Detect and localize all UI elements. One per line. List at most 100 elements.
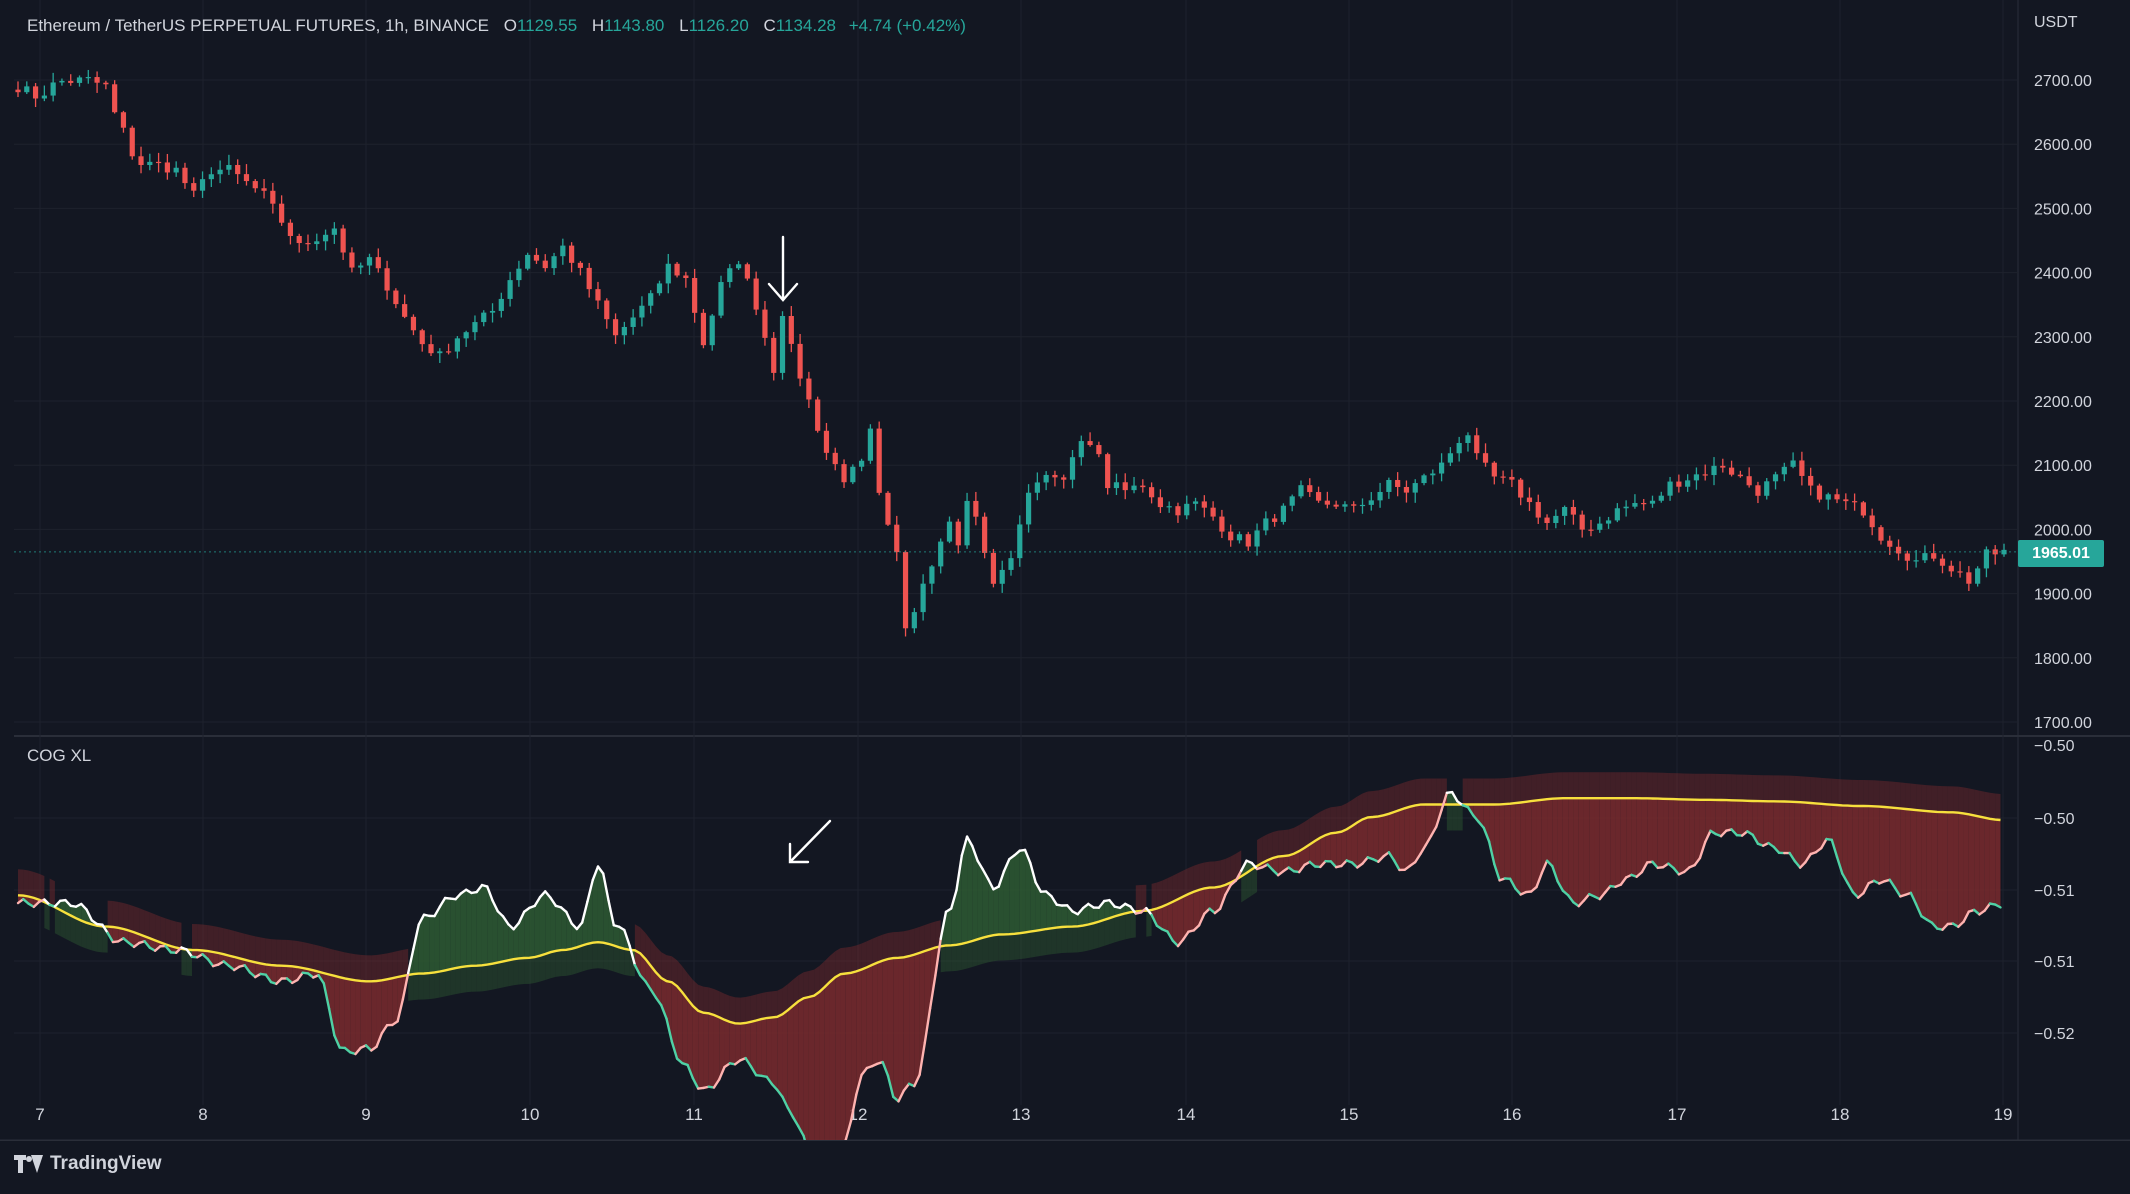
bull-band-segment [603,943,608,970]
candle-body [200,179,205,191]
bear-fill-segment [893,958,898,1102]
bull-fill-segment [477,885,482,966]
bear-band-segment [108,901,113,927]
bear-fill-segment [1347,826,1352,863]
currency-label[interactable]: USDT [2034,14,2078,32]
candle-body [1501,477,1506,478]
candle-body [1228,532,1233,541]
bear-band-segment [329,948,334,975]
candle-body [156,162,161,163]
open-value: 1129.55 [517,16,577,35]
candle-body [1395,480,1400,487]
bull-band-segment [614,946,619,974]
indicator-name[interactable]: COG XL [27,746,91,766]
candle-body [921,584,926,612]
bear-fill-segment [872,963,877,1067]
bull-band-segment [482,965,487,992]
candle-body [947,522,952,542]
bear-band-segment [1663,773,1668,799]
candle-body [1826,494,1831,499]
bear-fill-segment [1589,798,1594,896]
bear-band-segment [1790,776,1795,802]
bear-band-segment [1563,772,1568,798]
bear-band-segment [1289,828,1294,856]
bear-band-segment [39,874,44,902]
time-tick-label: 13 [1012,1105,1031,1124]
candle-body [1536,502,1541,518]
candle-body [1316,492,1321,501]
bear-band-segment [160,916,165,944]
candle-body [94,77,99,83]
candle-body [1167,506,1172,507]
bear-fill-segment [1605,798,1610,892]
bear-band-segment [1948,786,1953,812]
bear-fill-segment [1621,798,1626,884]
bear-fill-segment [698,1011,703,1089]
bear-fill-segment [1642,798,1647,872]
bull-band-segment [1125,912,1130,939]
bear-band-segment [1494,778,1499,804]
bear-band-segment [1890,781,1895,807]
bear-band-segment [920,925,925,953]
bear-band-segment [297,941,302,968]
bear-band-segment [1874,780,1879,806]
bear-band-segment [1547,773,1552,799]
bull-band-segment [1067,927,1072,953]
bear-fill-segment [1795,802,1800,868]
bear-band-segment [155,914,160,942]
bull-band-segment [967,941,972,969]
bear-fill-segment [1631,798,1636,877]
bull-band-segment [81,921,86,949]
candle-body [1782,467,1787,474]
tradingview-logo[interactable]: TradingView [14,1153,162,1175]
bear-band-segment [1521,776,1526,803]
bull-fill-segment [1104,900,1109,920]
candle-body [1667,482,1672,496]
bull-fill-segment [1009,855,1014,934]
candle-body [147,162,152,165]
candle-body [42,96,47,99]
candle-body [226,165,231,170]
symbol-title[interactable]: Ethereum / TetherUS PERPETUAL FUTURES, 1… [27,16,489,35]
candle-body [1193,501,1198,503]
candle-body [1377,492,1382,500]
candle-body [1799,460,1804,475]
bull-band-segment [957,944,962,971]
bear-band-segment [18,869,23,895]
price-tick-label: 2400.00 [2034,266,2092,283]
bear-band-segment [1468,778,1473,804]
bear-band-segment [730,996,735,1023]
candle-body [130,128,135,157]
candle-body [1975,568,1980,583]
tradingview-logo-text: TradingView [50,1153,162,1175]
bear-band-segment [1426,778,1431,804]
bear-band-segment [271,939,276,965]
bull-band-segment [1036,930,1041,957]
candle-body [833,453,838,464]
bull-fill-segment [1015,851,1020,934]
bear-band-segment [1937,786,1942,812]
bull-band-segment [450,968,455,995]
candle-body [1694,474,1699,480]
bull-band-segment [456,967,461,994]
bull-fill-segment [456,893,461,968]
candle-body [824,431,829,453]
bull-band-segment [429,972,434,999]
bear-fill-segment [772,1017,777,1090]
bull-band-segment [181,949,186,976]
bear-band-segment [1341,803,1346,831]
bull-band-segment [413,974,418,1000]
bear-fill-segment [1399,808,1404,870]
bear-band-segment [1294,825,1299,854]
bear-fill-segment [1726,800,1731,831]
bear-fill-segment [387,978,392,1025]
bull-band-segment [962,943,967,970]
bull-band-segment [1046,928,1051,955]
bull-band-segment [493,963,498,990]
bull-band-segment [609,944,614,972]
bear-band-segment [334,950,339,977]
bull-band-segment [551,951,556,978]
bear-fill-segment [1985,818,1990,911]
